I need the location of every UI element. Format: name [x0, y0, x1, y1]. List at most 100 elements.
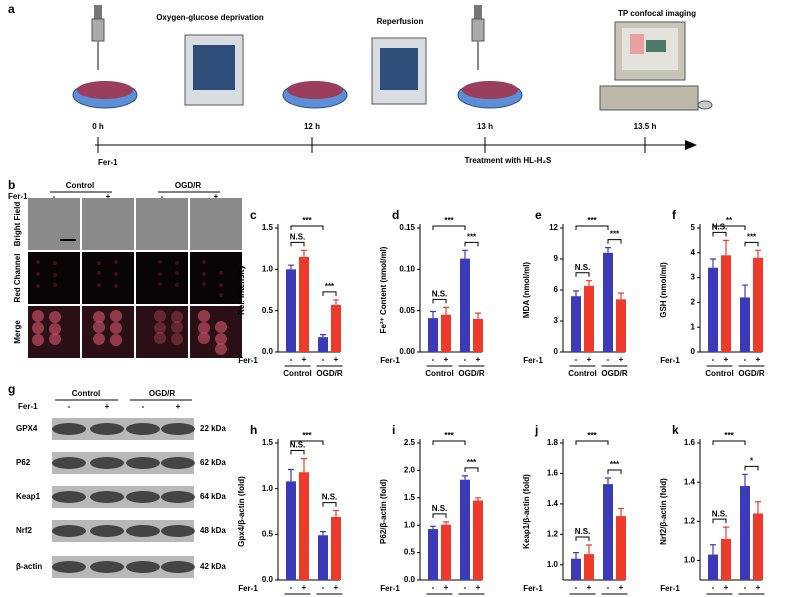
group-label: Control: [66, 181, 94, 190]
drug-label: Fer-1: [238, 584, 258, 593]
series-sign: +: [444, 583, 449, 592]
size-label: 22 kDa: [200, 424, 226, 433]
fluorescence-spot: [154, 322, 166, 334]
significance-bracket: [712, 440, 746, 445]
series-sign: +: [619, 355, 624, 364]
micrograph: [82, 306, 134, 358]
y-tick-label: 0.0: [404, 575, 416, 584]
micrograph: [82, 198, 134, 250]
y-tick-label: 0.15: [399, 223, 415, 232]
significance-label: N.S.: [290, 232, 306, 241]
y-tick-label: 1: [691, 322, 696, 331]
fluorescence-spot: [158, 260, 162, 264]
significance-bracket: [432, 225, 466, 230]
fluorescence-spot: [93, 333, 105, 345]
x-tick-label: OGD/R: [458, 369, 484, 378]
bar: [753, 257, 763, 352]
panel-label: a: [8, 2, 15, 16]
significance-bracket: [464, 241, 479, 247]
y-tick-label: 1.0: [262, 264, 274, 273]
row-label: Red Channel: [13, 254, 22, 303]
fluorescence-spot: [114, 284, 118, 288]
significance-bracket: [607, 469, 622, 475]
y-tick-label: 3: [691, 273, 696, 282]
y-axis-title: MDA (nmol/ml): [522, 262, 531, 318]
y-tick-label: 0: [691, 347, 696, 356]
sign-label: +: [214, 192, 219, 201]
error-bar: [320, 334, 326, 338]
drug-label: Fer-1: [98, 158, 118, 167]
micrograph: [190, 252, 242, 304]
y-tick-label: 0.05: [399, 306, 415, 315]
panel-label: b: [8, 178, 15, 192]
series-sign: -: [607, 355, 610, 364]
significance-label: ***: [587, 216, 597, 225]
blot-band: [161, 457, 195, 469]
series-sign: -: [432, 583, 435, 592]
bar: [299, 256, 309, 352]
y-tick-label: 1.6: [684, 438, 696, 447]
time-label: 12 h: [304, 122, 320, 131]
series-sign: -: [290, 583, 293, 592]
blot-band: [90, 457, 124, 469]
y-tick-label: 0.5: [262, 529, 274, 538]
error-bar: [586, 280, 592, 286]
fluorescence-spot: [219, 283, 223, 287]
panel-label: h: [250, 423, 257, 437]
fluorescence-spot: [93, 321, 105, 333]
bar: [473, 318, 483, 352]
series-sign: -: [464, 583, 467, 592]
fluorescence-spot: [175, 261, 179, 265]
series-sign: +: [724, 355, 729, 364]
blot-band: [126, 561, 160, 573]
significance-bracket: [432, 513, 447, 518]
micrograph: [190, 198, 242, 250]
series-sign: +: [476, 583, 481, 592]
time-label: 13.5 h: [634, 122, 657, 131]
fluorescence-spot: [49, 311, 61, 323]
blot-band: [90, 525, 124, 537]
fluorescence-spot: [36, 260, 40, 264]
drug-label: Fer-1: [238, 356, 258, 365]
fluorescence-spot: [97, 261, 101, 265]
bar: [740, 297, 750, 352]
significance-bracket: [712, 225, 746, 230]
fluorescence-spot: [219, 271, 223, 275]
series-sign: -: [744, 355, 747, 364]
row-label: Bright Field: [13, 202, 22, 247]
fluorescence-spot: [158, 272, 162, 276]
panel-label: i: [392, 423, 395, 437]
fluorescence-spot: [32, 322, 44, 334]
error-bar: [755, 249, 761, 258]
significance-label: ***: [302, 216, 312, 225]
bar: [286, 481, 296, 580]
series-sign: -: [322, 583, 325, 592]
fluorescence-spot: [202, 260, 206, 264]
fluorescence-spot: [32, 310, 44, 322]
fluorescence-spot: [53, 261, 57, 265]
x-tick-label: Control: [705, 369, 733, 378]
significance-bracket: [290, 440, 324, 445]
group-label: Control: [72, 389, 100, 398]
series-sign: +: [619, 583, 624, 592]
blot-band: [52, 525, 86, 537]
size-label: 64 kDa: [200, 492, 226, 501]
significance-label: ***: [444, 216, 454, 225]
panel-label: f: [672, 208, 677, 222]
y-tick-label: 1.4: [547, 499, 559, 508]
step-label: Reperfusion: [377, 17, 424, 26]
y-tick-label: 1.6: [547, 469, 559, 478]
significance-bracket: [464, 467, 479, 472]
y-axis-title: GSH (nmol/ml): [659, 262, 668, 318]
sign-label: -: [161, 192, 164, 201]
significance-label: N.S.: [575, 527, 591, 536]
significance-label: N.S.: [322, 493, 338, 502]
bar: [318, 337, 328, 352]
bar: [460, 258, 470, 352]
micrograph: [136, 198, 188, 250]
treatment-label: Treatment with HL-H₂S: [465, 156, 552, 165]
series-sign: -: [607, 583, 610, 592]
significance-label: ***: [724, 431, 734, 440]
time-label: 0 h: [92, 122, 104, 131]
step-label: TP confocal imaging: [618, 9, 696, 18]
